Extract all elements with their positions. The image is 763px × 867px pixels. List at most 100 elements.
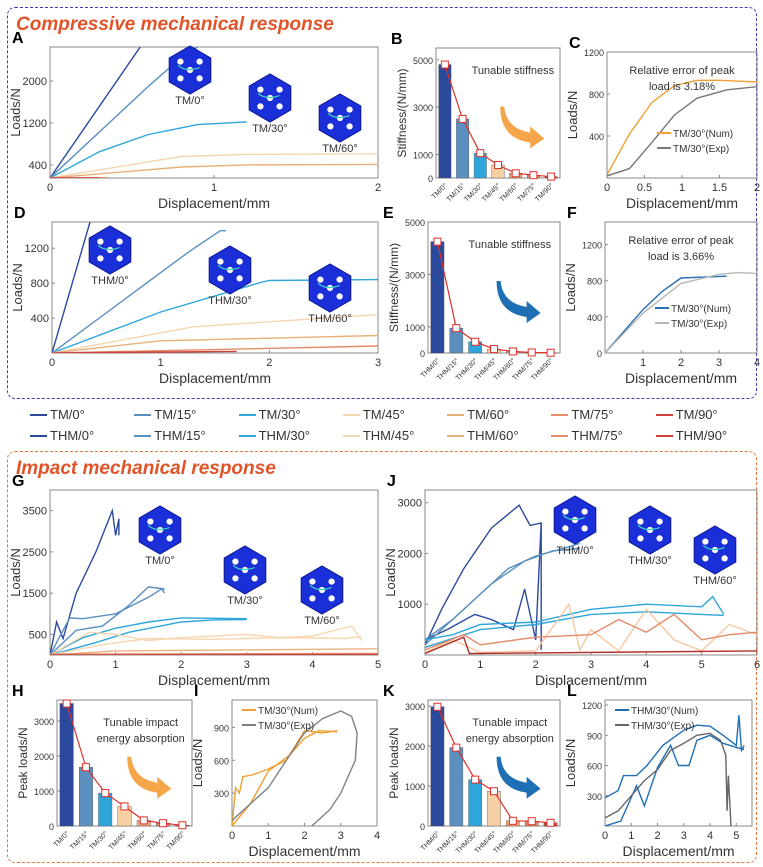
x-tick-label: TM/45° [107,830,129,852]
legend-item: TM/0° [30,407,134,422]
y-tick-label: 500 [29,629,47,641]
y-tick-label: 400 [29,160,47,172]
inset-label: TM/0° [175,95,204,107]
lattice-hole [97,255,104,262]
trend-marker [440,60,449,69]
series-line [50,652,378,655]
legend-item: THM/0° [30,428,134,443]
lattice-stress-highlight [327,112,350,119]
legend-swatch [238,434,256,437]
lattice-hole [166,518,173,525]
legend-label: TM/30°(Exp) [258,721,314,732]
legend-label: THM/0° [50,428,95,443]
x-axis-label: Displacement/mm [158,195,270,211]
x-tick-label: 3 [716,357,722,369]
lattice-hole [562,525,569,532]
x-axis-label: Displacement/mm [158,672,270,688]
x-tick-label: TM/30° [88,830,110,852]
panel-label: A [12,30,24,47]
y-tick-label: 1000 [398,599,422,611]
y-tick-label: 900 [214,723,229,733]
series-line [425,542,581,641]
x-tick-label: 5 [375,659,381,671]
lattice-structure-image [248,73,292,123]
annotation-text: Tunable stiffness [472,65,555,77]
x-tick-label: 0 [47,182,53,194]
lattice-hole [327,106,334,113]
x-tick-label: 3 [681,830,687,842]
lattice-structure-image [693,525,737,575]
compressive-section-frame [7,7,757,399]
trend-marker [62,699,71,708]
y-tick-label: 800 [31,278,49,290]
plot-frame [231,699,378,827]
y-tick-label: 900 [587,731,602,741]
bar [487,791,501,827]
series-line [50,121,247,178]
legend-label: TM/30°(Exp) [671,319,727,330]
y-tick-label: 0 [420,349,425,359]
inset-label: TM/30° [227,595,263,607]
plot-frame [604,699,753,827]
legend-swatch [447,413,465,416]
x-axis-label: Displacement/mm [625,370,737,386]
lattice-structure-image [223,545,267,595]
series-line [50,586,165,655]
x-tick-label: 1 [679,182,685,194]
inset-label: THM/30° [628,555,672,567]
bar [449,747,464,827]
y-tick-label: 1000 [413,150,433,160]
lattice-hole [702,538,709,545]
legend-label: THM/15° [154,428,206,443]
lattice-hole [116,238,123,245]
lattice-stress-highlight [97,244,120,251]
inset-label: THM/0° [556,545,593,557]
trend-marker [120,802,129,811]
y-axis-label: Peak loads/N [387,727,401,798]
legend-swatch [30,413,47,416]
y-tick-label: 3000 [398,498,422,510]
y-tick-label: 0 [597,349,602,359]
x-tick-label: 3 [338,830,344,842]
y-tick-label: 1200 [25,243,49,255]
inset-label: THM/60° [308,313,352,325]
y-tick-label: 3000 [405,702,425,712]
trend-marker [452,324,461,333]
y-axis-label: Loads/N [383,548,398,596]
series-line [605,732,732,826]
x-tick-label: 5 [699,659,705,671]
panel-label: K [383,683,395,700]
lattice-hole [317,276,324,283]
series-group [52,222,378,353]
lattice-hole [309,578,316,585]
trend-marker [547,172,556,181]
bar [468,779,482,827]
x-tick-label: 0 [49,357,55,369]
annotation-text: Relative error of peak [629,65,735,77]
inset-label: TM/60° [304,615,340,627]
legend-swatch [134,434,152,437]
legend-swatch [342,434,360,437]
panel-f: F 0 400 800 1200 Loads/N 1 2 3 4 Displacement/mm Re… [563,205,760,386]
series-line [605,734,745,826]
lattice-hole [276,103,283,110]
y-tick-label: 800 [589,90,604,100]
bar [78,767,93,827]
lattice-hole [232,558,239,565]
y-tick-label: 2500 [23,547,47,559]
legend-label: TM/30° [258,407,301,422]
x-tick-label: 0 [604,182,610,194]
panel-i: I 300 600 900 Loads/N 0 1 2 3 4 Displacement/mm TM/… [190,683,380,859]
x-tick-label: 4 [309,659,315,671]
x-axis-label: Displacement/mm [248,843,360,859]
inset-label: THM/30° [208,295,252,307]
y-tick-label: 1200 [582,241,602,251]
curved-arrow-icon [496,280,541,323]
panel-j: J 1000 2000 3000 Loads/N 0 1 2 3 4 5 6 Displacement/… [383,473,760,688]
y-tick-label: 400 [589,132,604,142]
series-line [425,602,757,654]
y-axis-label: Stiffness/(N/mm) [387,243,401,332]
legend-item: TM/60° [447,407,551,422]
series-line [52,313,378,353]
